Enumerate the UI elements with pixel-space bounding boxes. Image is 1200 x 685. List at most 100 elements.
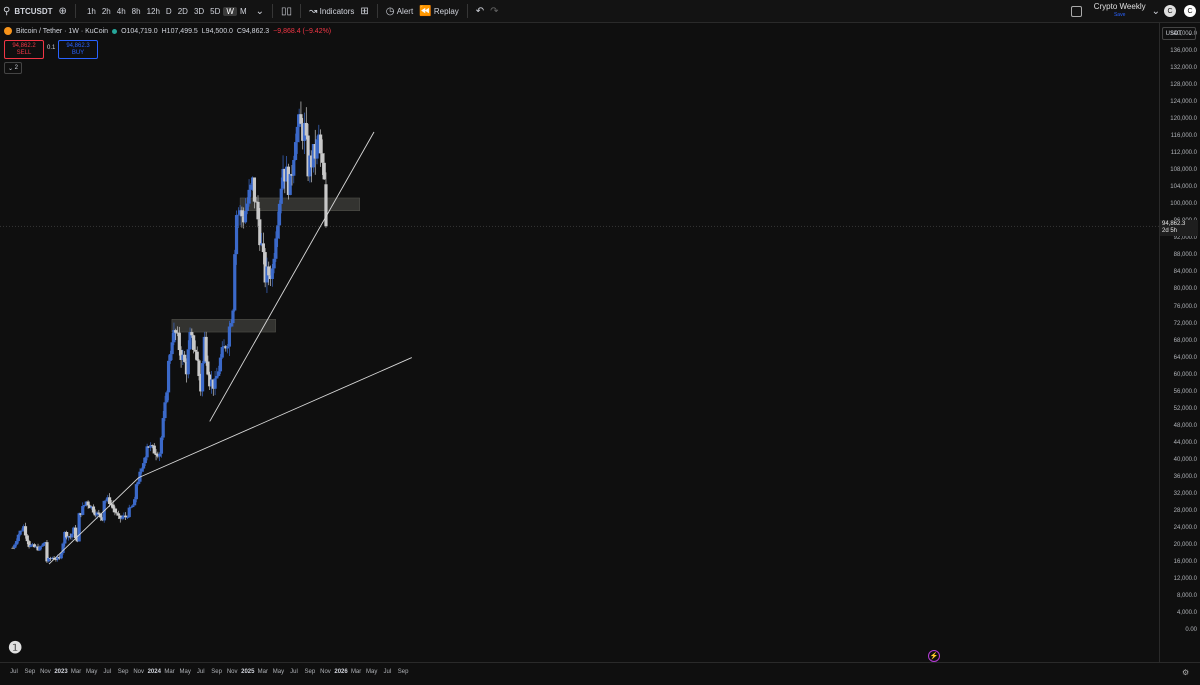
- candle-body: [18, 530, 22, 535]
- buy-price: 94,862.3: [66, 42, 90, 49]
- indicators-button[interactable]: ↝ Indicators: [306, 0, 357, 22]
- candle-body: [315, 139, 319, 159]
- candle-body: [206, 361, 210, 375]
- candle-body: [136, 481, 140, 485]
- interval-5d[interactable]: 5D: [210, 6, 221, 16]
- interval-2d[interactable]: 2D: [177, 6, 188, 16]
- candle-body: [310, 155, 314, 168]
- interval-3d[interactable]: 3D: [193, 6, 205, 16]
- candle-body: [177, 332, 181, 351]
- interval-12h[interactable]: 12h: [146, 6, 160, 16]
- candle-body: [222, 346, 226, 348]
- candle-body: [172, 330, 176, 343]
- candle-body: [229, 323, 233, 327]
- compare-button[interactable]: C: [1184, 5, 1196, 17]
- candle-body: [238, 210, 242, 215]
- candle-body: [41, 543, 45, 546]
- sell-button[interactable]: 94,862.2 SELL: [4, 40, 44, 59]
- candle-body: [149, 445, 153, 448]
- replay-button[interactable]: ⏪ Replay: [416, 0, 462, 22]
- layout-selector[interactable]: Crypto Weekly Save: [1094, 3, 1146, 19]
- undo-button[interactable]: ↶: [473, 0, 487, 22]
- candle-body: [322, 162, 326, 180]
- candle-body: [220, 347, 224, 358]
- replay-label: Replay: [433, 6, 459, 16]
- candle-body: [288, 174, 292, 195]
- candle-body: [259, 243, 264, 246]
- candle-body: [39, 545, 44, 547]
- candle-body: [292, 160, 296, 176]
- candle-body: [163, 402, 167, 419]
- indicator-templates-button[interactable]: ⊞: [357, 0, 371, 22]
- layout-toggle-icon[interactable]: [1070, 5, 1082, 17]
- candle-body: [165, 392, 169, 403]
- toolbar-divider: [300, 4, 302, 18]
- price-tick-label: 100,000.0: [1170, 201, 1197, 208]
- symbol-search[interactable]: ⚲ BTCUSDT: [0, 0, 56, 22]
- candle-body: [111, 504, 115, 509]
- market-status-icon: [112, 28, 118, 34]
- candle-body: [22, 526, 26, 531]
- redo-button[interactable]: ↷: [487, 0, 501, 22]
- price-tick-label: 120,000.0: [1170, 116, 1197, 123]
- current-price-label: 94,862.3 2d 5h: [1160, 220, 1198, 237]
- grid-icon: ⊞: [360, 5, 369, 17]
- compare-symbol-button[interactable]: ⊕: [56, 0, 70, 22]
- interval-4h[interactable]: 4h: [116, 6, 126, 16]
- candle-body: [125, 517, 130, 518]
- account-button[interactable]: C: [1164, 5, 1176, 17]
- candle-body: [240, 210, 244, 217]
- order-quantity[interactable]: 0.1: [47, 45, 56, 51]
- price-tick-label: 8,000.0: [1176, 592, 1197, 599]
- candle-body: [31, 544, 35, 546]
- tradingview-logo-icon[interactable]: ❶: [8, 640, 23, 657]
- candle-body: [311, 144, 316, 168]
- price-chart[interactable]: [0, 22, 1159, 662]
- candle-body: [186, 349, 190, 375]
- price-axis[interactable]: 0.00 4,000.0 8,000.0 12,000.0 16,000.0 20,000…: [1159, 22, 1200, 662]
- candle-body: [23, 526, 28, 536]
- candle-body: [158, 453, 162, 457]
- trendline: [209, 131, 375, 422]
- interval-8h[interactable]: 8h: [131, 6, 141, 16]
- price-tick-label: 24,000.0: [1173, 524, 1197, 531]
- price-tick-label: 52,000.0: [1173, 405, 1197, 412]
- chart-type-button[interactable]: ▯▯: [278, 0, 295, 22]
- sell-price: 94,862.2: [12, 42, 36, 49]
- candle-body: [143, 457, 147, 464]
- candle-body: [38, 546, 42, 551]
- indicators-collapse-button[interactable]: ⌄ 2: [4, 62, 22, 74]
- interval-2h[interactable]: 2h: [101, 6, 111, 16]
- candle-body: [56, 556, 60, 560]
- alert-button[interactable]: ◷ Alert: [383, 0, 416, 22]
- interval-w[interactable]: W: [223, 6, 237, 16]
- candle-body: [251, 177, 255, 185]
- interval-m[interactable]: M: [239, 6, 247, 16]
- candle-body: [79, 513, 83, 515]
- candle-body: [118, 515, 122, 519]
- price-tick-label: 4,000.0: [1176, 609, 1197, 616]
- price-tick-label: 116,000.0: [1170, 133, 1197, 140]
- price-tick-label: 84,000.0: [1173, 269, 1197, 276]
- candle-body: [295, 126, 299, 143]
- candle-body: [90, 506, 94, 509]
- candle-body: [197, 360, 201, 377]
- candle-body: [99, 513, 103, 518]
- candle-body: [297, 114, 301, 127]
- candle-body: [202, 336, 206, 364]
- time-axis[interactable]: Jul Sep Nov 2023 Mar May Jul Sep Nov 2024 Mar May Ju…: [0, 662, 1200, 685]
- candle-body: [227, 326, 231, 347]
- buy-button[interactable]: 94,862.3 BUY: [58, 40, 98, 59]
- candle-body: [217, 371, 221, 376]
- symbol-legend: Bitcoin / Tether · 1W · KuCoin O104,719.…: [4, 27, 333, 35]
- interval-1h[interactable]: 1h: [86, 6, 96, 16]
- currency-selector[interactable]: USDT ⌄: [1162, 27, 1196, 40]
- interval-dropdown[interactable]: ⌄: [253, 0, 267, 22]
- chevron-down-icon[interactable]: ⌄: [1151, 5, 1160, 17]
- candle-body: [127, 507, 131, 518]
- candle-body: [106, 497, 110, 501]
- gear-icon[interactable]: ⚙: [1182, 668, 1190, 677]
- lightning-icon[interactable]: ⚡: [928, 650, 940, 662]
- candle-body: [256, 201, 260, 220]
- interval-d[interactable]: D: [165, 6, 172, 16]
